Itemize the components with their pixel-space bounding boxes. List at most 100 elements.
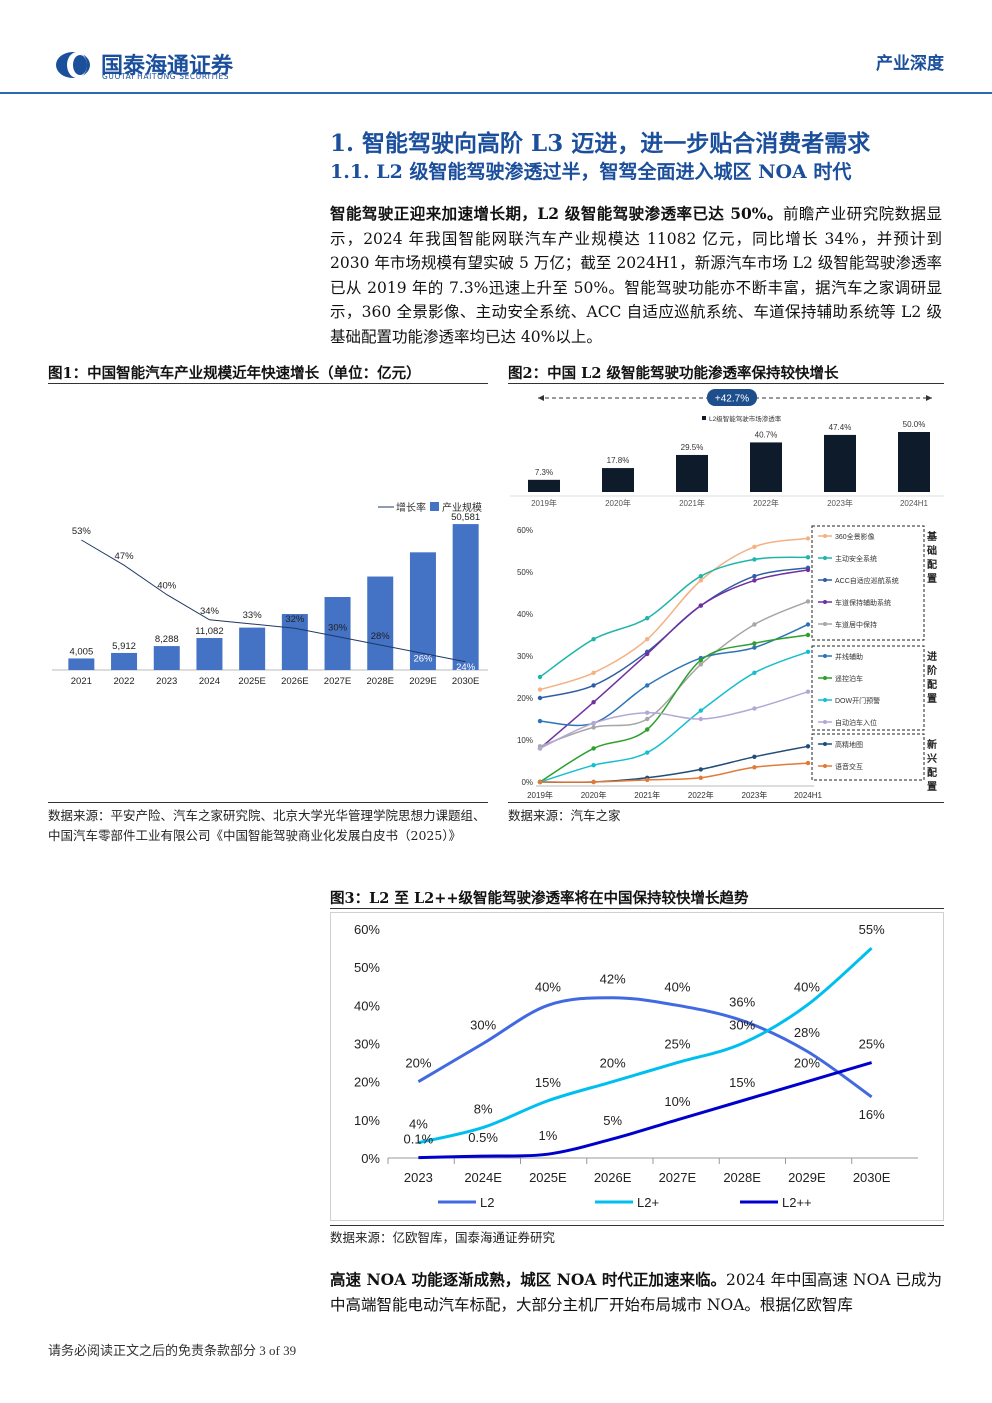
logo-english-name: GUOTAI HAITONG SECURITIES: [102, 72, 230, 81]
series-10-point-4: [752, 765, 757, 770]
growth-arrow-left-head: [538, 395, 544, 401]
series-3-point-1: [591, 700, 596, 705]
series-9-point-3: [698, 767, 703, 772]
growth-label-2026E: 32%: [285, 614, 305, 625]
series-0-point-4: [752, 544, 757, 549]
legend-group-label-2-1: 兴: [927, 752, 937, 765]
growth-label-2022: 47%: [115, 551, 135, 562]
series-6-point-2: [645, 727, 650, 732]
bar-2029E: [409, 552, 436, 670]
series-4-point-4: [752, 622, 757, 627]
legend-swatch-dot-5: [823, 654, 827, 658]
legend-label-7: DOW开门预警: [835, 696, 880, 705]
legend-label-9: 高精地图: [835, 740, 863, 749]
fig3-frame: [330, 912, 944, 1221]
x-tick-2020年: 2020年: [605, 498, 631, 508]
series-0-point-2: [645, 637, 650, 642]
series-line-9: [539, 745, 809, 784]
legend-label-L2+: L2+: [637, 1195, 659, 1210]
bar-label-2022: 5,912: [112, 641, 136, 652]
legend-label-0: 360全景影像: [835, 532, 875, 541]
x-tick-2026E: 2026E: [281, 676, 308, 687]
series-3-point-3: [698, 603, 703, 608]
data-label-L2-2: 40%: [535, 979, 561, 994]
y-tick-5: 50%: [517, 568, 533, 577]
x-tick-2028E: 2028E: [367, 676, 394, 687]
x-tick-2028E: 2028E: [723, 1170, 761, 1185]
legend-label-1: 主动安全系统: [835, 554, 877, 563]
legend-group-box-1: [811, 645, 925, 731]
y-tick-2: 20%: [354, 1075, 380, 1090]
bar-2022: [111, 652, 138, 670]
fig3-title-rule: [330, 908, 944, 909]
series-10-point-2: [645, 777, 650, 783]
series-2-point-4: [752, 574, 757, 579]
fig1-source: 数据来源：平安产险、汽车之家研究院、北京大学光华管理学院思想力课题组、中国汽车零…: [48, 808, 486, 843]
section-heading: 1. 智能驾驶向高阶 L3 迈进，进一步贴合消费者需求: [330, 130, 871, 157]
series-7-point-1: [591, 763, 596, 768]
data-label-L2+-4: 25%: [664, 1037, 690, 1052]
y-tick-4: 40%: [517, 610, 533, 619]
y-tick-3: 30%: [517, 652, 533, 661]
x-tick-2021: 2021: [71, 676, 92, 687]
bar-2025E: [239, 627, 266, 670]
x-tick-2023: 2023: [156, 676, 177, 687]
legend-swatch-dot-6: [823, 676, 827, 680]
series-line-L2: [417, 996, 873, 1099]
series-8-point-2: [645, 710, 650, 715]
series-line-0: [539, 537, 809, 691]
series-line-L2++: [418, 1061, 873, 1160]
data-label-L2+-7: 55%: [859, 922, 885, 937]
x-tick-2023年: 2023年: [742, 790, 768, 800]
growth-label-2023: 40%: [157, 581, 177, 592]
data-label-L2+-1: 8%: [474, 1101, 493, 1116]
fig2-source: 数据来源：汽车之家: [508, 808, 621, 823]
series-6-point-3: [698, 658, 703, 663]
data-label-L2++-6: 20%: [794, 1056, 820, 1071]
series-3-point-4: [752, 578, 757, 583]
series-1-point-1: [591, 637, 596, 642]
intro-lead: 智能驾驶正迎来加速增长期，L2 级智能驾驶渗透率已达 50%。: [330, 204, 783, 223]
growth-label-2029E: 26%: [413, 653, 433, 664]
data-label-L2++-3: 5%: [603, 1113, 622, 1128]
legend-swatch-dot-3: [823, 600, 827, 604]
bar-label-2019年: 7.3%: [535, 468, 553, 477]
logo-mark-icon: [56, 52, 90, 78]
noa-lead: 高速 NOA 功能逐渐成熟，城区 NOA 时代正加速来临。: [330, 1270, 727, 1289]
data-label-L2-6: 28%: [794, 1025, 820, 1040]
fig3-chart: 0% 10% 20% 30% 40% 50% 60% 2023 2024E 2025E 2026E 2…: [330, 912, 944, 1221]
legend-group-label-2-0: 新: [927, 738, 937, 751]
series-10-point-3: [698, 775, 703, 780]
series-0-point-1: [591, 670, 596, 675]
footer-disclaimer: 请务必阅读正文之后的免责条款部分 3 of 39: [48, 1343, 297, 1358]
series-8-point-1: [591, 721, 596, 726]
series-6-point-1: [591, 746, 596, 751]
x-tick-2029E: 2029E: [409, 676, 436, 687]
growth-label-2028E: 28%: [371, 631, 391, 642]
legend-label-4: 车道居中保持: [835, 620, 877, 629]
bar-2021年: [676, 454, 708, 492]
bar-label-2022年: 40.7%: [755, 430, 778, 439]
series-8-point-3: [698, 716, 703, 722]
x-tick-2020年: 2020年: [581, 790, 607, 800]
y-tick-6: 60%: [354, 922, 380, 937]
series-line-L2+: [418, 946, 873, 1145]
data-label-L2-0: 20%: [405, 1056, 431, 1071]
data-label-L2+-6: 40%: [794, 979, 820, 994]
data-label-L2-5: 36%: [729, 995, 755, 1010]
data-label-L2++-7: 25%: [859, 1037, 885, 1052]
fig3-source: 数据来源：亿欧智库，国泰海通证券研究: [330, 1230, 556, 1245]
series-3-point-5: [805, 567, 811, 573]
bar-2027E: [324, 597, 351, 670]
bar-2022年: [750, 442, 782, 492]
legend-label-5: 并线辅助: [835, 652, 863, 661]
legend-swatch-dot-0: [823, 534, 827, 538]
bar-label-2021: 4,005: [69, 646, 93, 657]
legend-group-label-0-0: 基: [926, 530, 938, 543]
fig1-title-rule: [48, 383, 488, 384]
noa-body: 2024 年中国高速 NOA 已成为中高端智能电动汽车标配，大部分主机厂开始布局…: [330, 1271, 942, 1314]
series-5-point-4: [752, 645, 757, 650]
series-9-point-4: [752, 754, 757, 759]
x-tick-2030E: 2030E: [452, 676, 479, 687]
x-tick-2021年: 2021年: [679, 498, 705, 508]
